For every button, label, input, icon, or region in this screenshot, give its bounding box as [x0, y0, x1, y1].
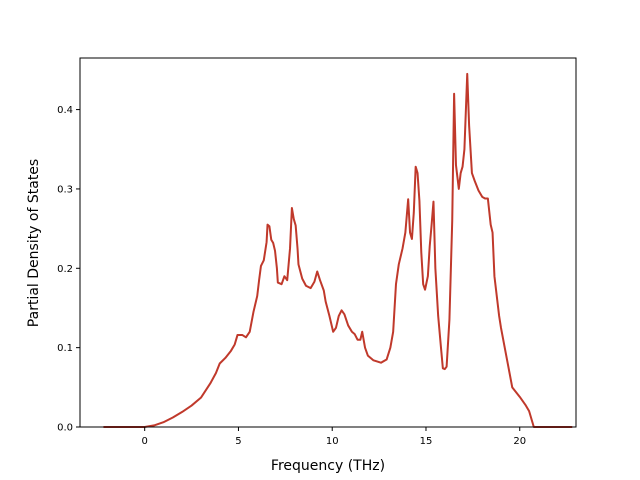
x-tick-label: 20 — [513, 436, 526, 447]
y-tick-label: 0.2 — [57, 264, 73, 275]
x-tick-label: 5 — [235, 436, 241, 447]
plot-frame — [79, 57, 577, 428]
y-axis-label: Partial Density of States — [26, 159, 42, 327]
y-tick-label: 0.0 — [57, 423, 73, 434]
x-tick-label: 10 — [326, 436, 339, 447]
x-axis-ticks: 0 5 10 15 20 — [142, 427, 526, 447]
x-tick-label: 15 — [420, 436, 433, 447]
y-tick-label: 0.4 — [57, 105, 73, 116]
plot-area — [80, 58, 576, 427]
series-line-0 — [103, 72, 573, 428]
x-axis-label: Frequency (THz) — [271, 458, 385, 474]
series-layer — [103, 72, 573, 428]
x-tick-label: 0 — [142, 436, 148, 447]
y-tick-label: 0.3 — [57, 184, 73, 195]
y-axis-ticks: 0.0 0.1 0.2 0.3 0.4 — [57, 105, 80, 434]
y-tick-label: 0.1 — [57, 343, 73, 354]
